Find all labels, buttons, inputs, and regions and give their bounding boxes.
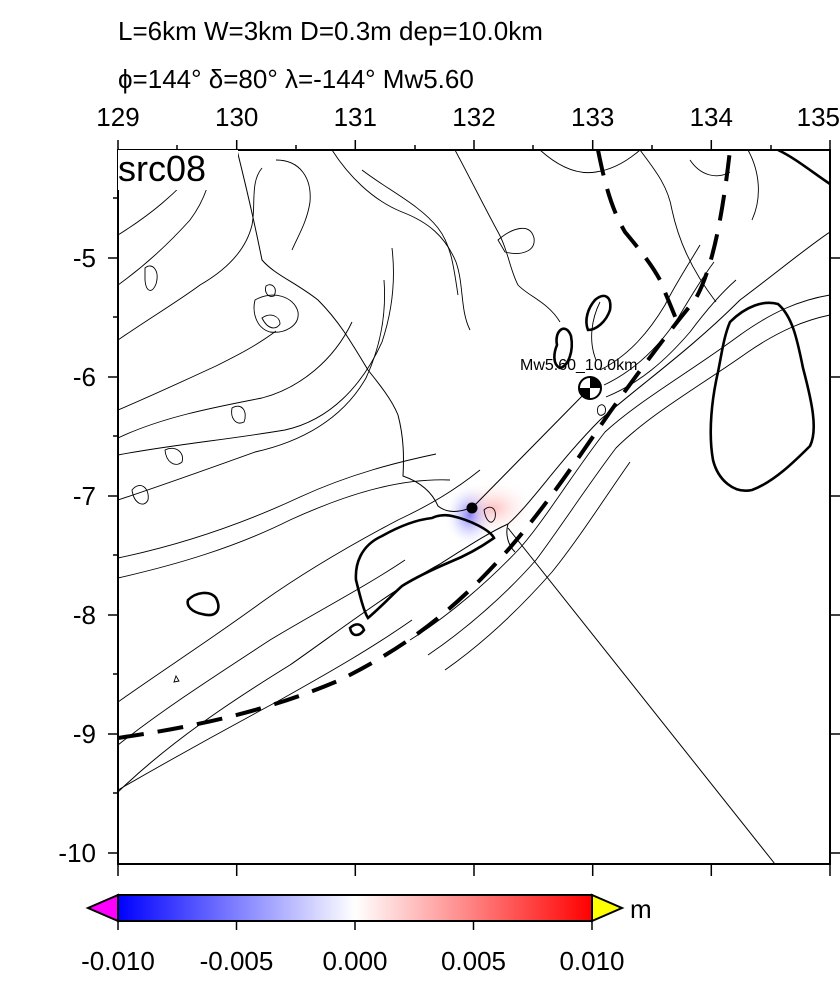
- y-tick-label: -10: [58, 838, 96, 868]
- colorbar-tick-label: 0.005: [441, 946, 506, 976]
- bathymetry-contours: [118, 150, 830, 791]
- x-tick-label: 134: [690, 102, 733, 132]
- parameter-title-line2: ϕ=144° δ=80° λ=-144° Mw5.60: [118, 64, 474, 94]
- colorbar-low-endcap: [85, 893, 119, 923]
- parameter-title-line1: L=6km W=3km D=0.3m dep=10.0km: [118, 16, 543, 46]
- x-tick-label: 135: [797, 102, 840, 132]
- colorbar-gradient: [117, 894, 593, 922]
- colorbar-high-endcap: [591, 893, 625, 923]
- y-tick-label: -9: [73, 719, 96, 749]
- colorbar-tick-label: 0.000: [322, 946, 387, 976]
- panel-label-backdrop: [118, 150, 238, 190]
- boundary-lines: [118, 150, 830, 864]
- map-area: Mw5.60_10.0km: [118, 150, 830, 864]
- y-tick-label: -8: [73, 600, 96, 630]
- coastline: [186, 150, 830, 637]
- x-tick-label: 129: [96, 102, 139, 132]
- fault-plane-marker: [466, 502, 478, 514]
- colorbar-tick-label: -0.005: [200, 946, 274, 976]
- trench-lines: [118, 150, 732, 740]
- colorbar-tick-label: -0.010: [81, 946, 155, 976]
- focal-mechanism-beachball: [578, 376, 602, 400]
- x-tick-label: 131: [334, 102, 377, 132]
- event-label: Mw5.60_10.0km: [520, 357, 637, 374]
- x-tick-label: 130: [215, 102, 258, 132]
- y-tick-label: -6: [73, 362, 96, 392]
- axis-ticks: [108, 140, 840, 876]
- colorbar: m -0.010 -0.005 0.000 0.005 0.010: [81, 893, 652, 976]
- colorbar-unit: m: [630, 894, 652, 924]
- longitude-axis-labels: 129 130 131 132 133 134 135: [96, 102, 840, 132]
- y-tick-label: -7: [73, 481, 96, 511]
- deformation-field: [444, 478, 536, 547]
- latitude-axis-labels: -5 -6 -7 -8 -9 -10: [58, 243, 96, 868]
- y-tick-label: -5: [73, 243, 96, 273]
- colorbar-tick-label: 0.010: [559, 946, 624, 976]
- x-tick-label: 133: [571, 102, 614, 132]
- x-tick-label: 132: [452, 102, 495, 132]
- panel-label: src08: [118, 148, 206, 189]
